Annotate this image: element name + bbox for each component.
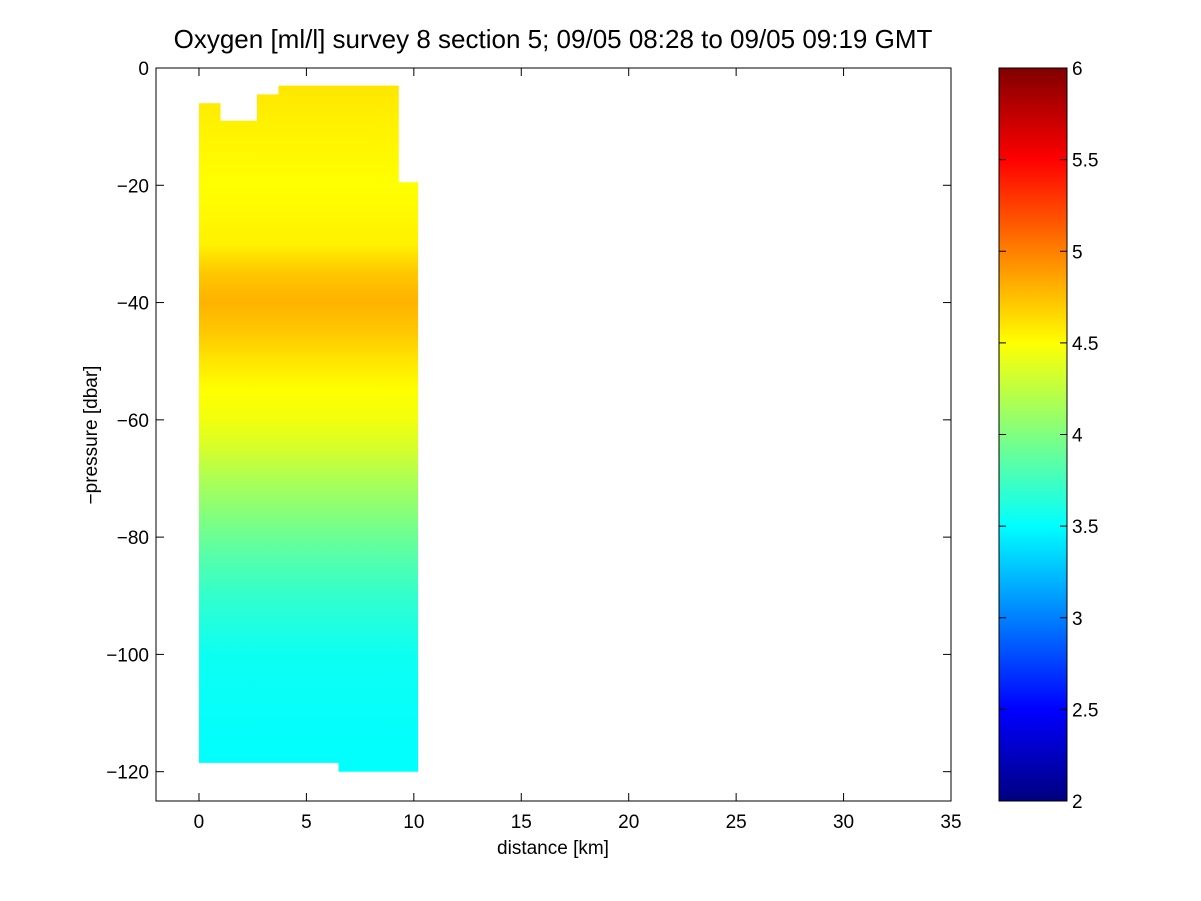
x-axis: 0 5 10 15 20 25 30 35	[194, 68, 962, 833]
colorbar-tick-label: 3	[1072, 609, 1083, 630]
chart-title: Oxygen [ml/l] survey 8 section 5; 09/05 …	[174, 24, 933, 54]
x-tick-label: 30	[833, 812, 854, 833]
x-tick-label: 35	[940, 812, 961, 833]
colorbar-tick-label: 4	[1072, 426, 1083, 447]
x-tick-label: 0	[194, 812, 205, 833]
y-tick-label: −20	[117, 176, 149, 197]
y-tick-label: −80	[117, 528, 149, 549]
y-tick-label: −60	[117, 411, 149, 432]
colorbar-ticks: 2 2.5 3 3.5 4 4.5 5 5.5 6	[999, 59, 1098, 813]
y-axis-label: −pressure [dbar]	[81, 366, 102, 505]
colorbar-fill	[999, 68, 1067, 801]
colorbar-tick-label: 2	[1072, 792, 1083, 813]
x-tick-label: 15	[511, 812, 532, 833]
plot-frame	[155, 67, 952, 802]
y-tick-label: −100	[106, 645, 149, 666]
oxygen-field-area	[199, 85, 419, 772]
y-tick-label: −40	[117, 294, 149, 315]
x-axis-label: distance [km]	[497, 838, 609, 859]
colorbar-tick-label: 4.5	[1072, 334, 1098, 355]
x-tick-label: 25	[726, 812, 747, 833]
y-axis: 0 −20 −40 −60 −80 −100 −120	[106, 59, 951, 784]
colorbar-tick-label: 6	[1072, 59, 1083, 80]
oxygen-field	[199, 85, 419, 772]
x-tick-label: 5	[301, 812, 312, 833]
colorbar: 2 2.5 3 3.5 4 4.5 5 5.5 6	[998, 59, 1098, 813]
x-tick-label: 20	[618, 812, 639, 833]
y-tick-label: −120	[106, 763, 149, 784]
colorbar-tick-label: 2.5	[1072, 700, 1098, 721]
x-tick-label: 10	[403, 812, 424, 833]
colorbar-tick-label: 5.5	[1072, 151, 1098, 172]
y-tick-label: 0	[138, 59, 149, 80]
colorbar-tick-label: 5	[1072, 242, 1083, 263]
colorbar-tick-label: 3.5	[1072, 517, 1098, 538]
